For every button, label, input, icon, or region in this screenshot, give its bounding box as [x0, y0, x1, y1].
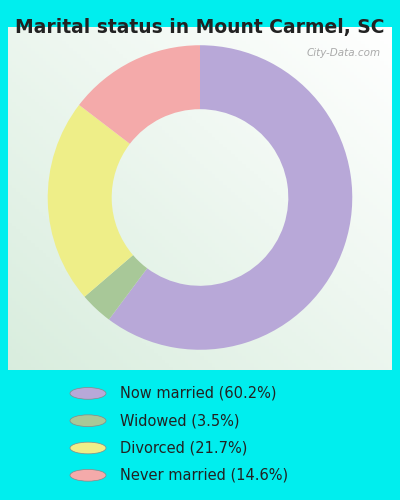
- Text: City-Data.com: City-Data.com: [306, 48, 380, 58]
- Circle shape: [70, 415, 106, 426]
- Circle shape: [70, 442, 106, 454]
- Wedge shape: [79, 45, 200, 144]
- Text: Divorced (21.7%): Divorced (21.7%): [120, 440, 247, 456]
- Wedge shape: [84, 255, 147, 320]
- Text: Widowed (3.5%): Widowed (3.5%): [120, 413, 240, 428]
- Circle shape: [70, 470, 106, 481]
- Circle shape: [70, 388, 106, 399]
- Text: Marital status in Mount Carmel, SC: Marital status in Mount Carmel, SC: [15, 18, 385, 36]
- Wedge shape: [109, 45, 352, 350]
- Text: Now married (60.2%): Now married (60.2%): [120, 386, 276, 401]
- Text: Never married (14.6%): Never married (14.6%): [120, 468, 288, 483]
- Wedge shape: [48, 105, 133, 297]
